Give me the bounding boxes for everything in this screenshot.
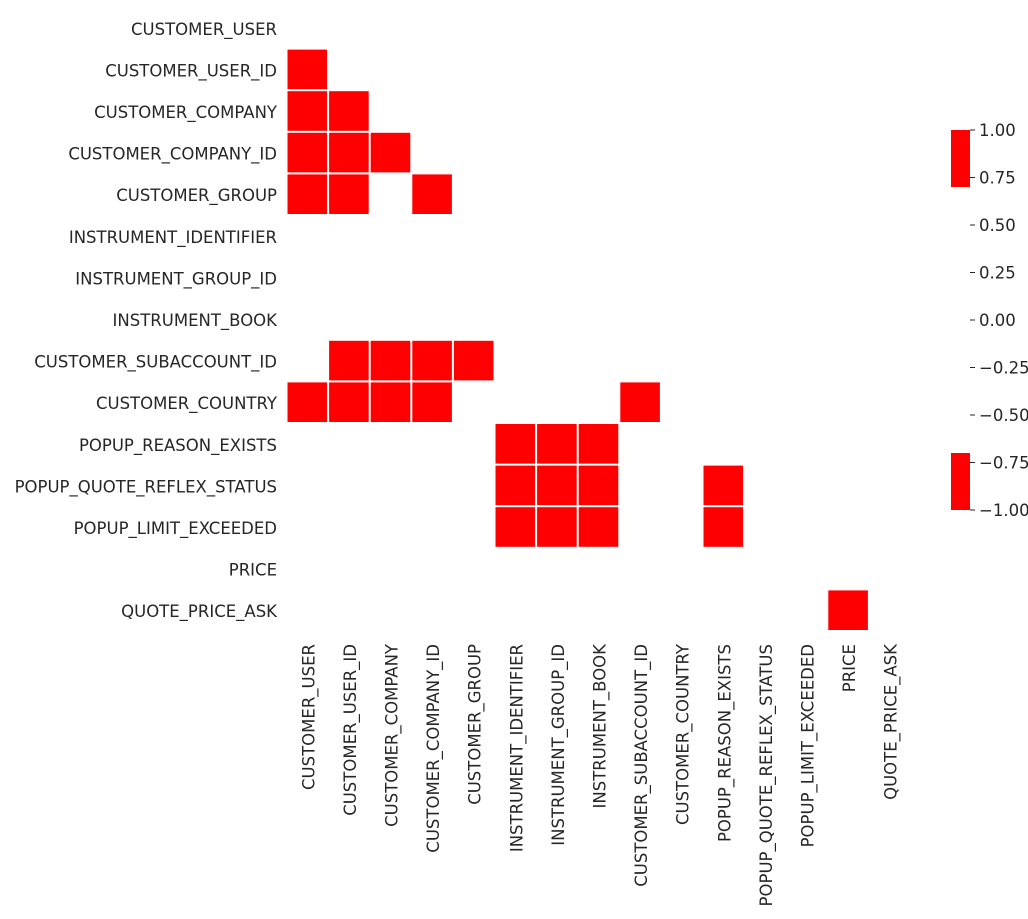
heatmap-cell	[537, 424, 577, 464]
x-tick-label: CUSTOMER_USER	[299, 644, 319, 790]
heatmap-cell	[287, 174, 328, 214]
y-tick-label: CUSTOMER_COMPANY_ID	[68, 145, 277, 165]
heatmap-cell	[453, 340, 494, 381]
heatmap-cells	[287, 49, 868, 630]
x-tick-label: INSTRUMENT_BOOK	[591, 643, 611, 809]
y-tick-label: CUSTOMER_GROUP	[116, 186, 277, 206]
y-tick-label: INSTRUMENT_GROUP_ID	[75, 269, 277, 289]
heatmap-cell	[703, 507, 744, 547]
heatmap-cell	[287, 49, 328, 90]
colorbar-tick-label: 0.00	[979, 311, 1016, 330]
x-tick-label: CUSTOMER_USER_ID	[341, 644, 361, 816]
colorbar-tick-label: −1.00	[979, 501, 1028, 520]
y-tick-label: POPUP_LIMIT_EXCEEDED	[74, 519, 277, 539]
x-tick-label: CUSTOMER_SUBACCOUNT_ID	[632, 644, 652, 887]
heatmap-cell	[495, 507, 536, 547]
y-tick-label: INSTRUMENT_BOOK	[113, 311, 279, 331]
colorbar-tick-label: 0.25	[979, 264, 1016, 283]
colorbar-tick-label: −0.75	[979, 454, 1028, 473]
heatmap-cell	[495, 424, 536, 464]
x-tick-label: QUOTE_PRICE_ASK	[882, 643, 902, 800]
colorbar-band	[951, 130, 970, 187]
heatmap-cell	[329, 382, 369, 422]
heatmap-cell	[703, 465, 744, 506]
x-tick-label: POPUP_REASON_EXISTS	[715, 644, 735, 842]
heatmap-cell	[578, 465, 619, 506]
heatmap-cell	[537, 507, 577, 547]
y-tick-label: CUSTOMER_COMPANY	[94, 103, 278, 123]
y-tick-labels: CUSTOMER_USER CUSTOMER_USER_ID CUSTOMER_CO…	[15, 20, 279, 622]
colorbar-tick-label: 0.50	[979, 216, 1016, 235]
heatmap-cell	[412, 382, 452, 422]
heatmap-cell	[620, 382, 660, 422]
heatmap-cell	[412, 340, 452, 381]
colorbar: 1.00 0.75 0.50 0.25 0.00 −0.25 −0.50 −0.75 −1.00	[951, 121, 1028, 520]
y-tick-label: POPUP_REASON_EXISTS	[79, 436, 277, 456]
x-tick-label: CUSTOMER_GROUP	[466, 644, 486, 805]
y-tick-label: QUOTE_PRICE_ASK	[121, 602, 278, 622]
heatmap-cell	[329, 174, 369, 214]
heatmap-cell	[287, 91, 328, 131]
heatmap-cell	[329, 132, 369, 173]
heatmap-cell	[578, 507, 619, 547]
x-tick-label: INSTRUMENT_GROUP_ID	[549, 644, 569, 846]
heatmap-cell	[578, 424, 619, 464]
x-tick-label: POPUP_QUOTE_REFLEX_STATUS	[757, 644, 777, 906]
y-tick-label: CUSTOMER_SUBACCOUNT_ID	[34, 353, 277, 373]
heatmap-cell	[537, 465, 577, 506]
heatmap-cell	[329, 340, 369, 381]
y-tick-label: CUSTOMER_USER_ID	[105, 61, 277, 81]
heatmap-cell	[370, 132, 411, 173]
colorbar-band	[951, 453, 970, 510]
y-tick-label: INSTRUMENT_IDENTIFIER	[69, 228, 277, 248]
heatmap-cell	[370, 382, 411, 422]
y-tick-label: CUSTOMER_USER	[131, 20, 277, 40]
heatmap-cell	[412, 174, 452, 214]
y-tick-label: CUSTOMER_COUNTRY	[96, 394, 278, 414]
heatmap-cell	[828, 590, 868, 630]
x-tick-label: CUSTOMER_COUNTRY	[674, 643, 694, 825]
x-tick-label: INSTRUMENT_IDENTIFIER	[507, 644, 527, 852]
colorbar-tick-label: 0.75	[979, 169, 1016, 188]
y-tick-label: PRICE	[229, 561, 277, 580]
x-tick-labels: CUSTOMER_USER CUSTOMER_USER_ID CUSTOMER_CO…	[299, 643, 901, 907]
colorbar-tick-label: −0.50	[979, 406, 1028, 425]
heatmap-cell	[329, 91, 369, 131]
x-tick-label: CUSTOMER_COMPANY	[383, 643, 403, 827]
colorbar-tick-label: −0.25	[979, 359, 1028, 378]
heatmap-cell	[495, 465, 536, 506]
x-tick-label: CUSTOMER_COMPANY_ID	[424, 644, 444, 853]
colorbar-tick-label: 1.00	[979, 121, 1016, 140]
heatmap-cell	[287, 382, 328, 422]
y-tick-label: POPUP_QUOTE_REFLEX_STATUS	[15, 477, 277, 497]
heatmap-cell	[370, 340, 411, 381]
heatmap-cell	[287, 132, 328, 173]
x-tick-label: PRICE	[840, 644, 859, 692]
x-tick-label: POPUP_LIMIT_EXCEEDED	[799, 644, 819, 847]
